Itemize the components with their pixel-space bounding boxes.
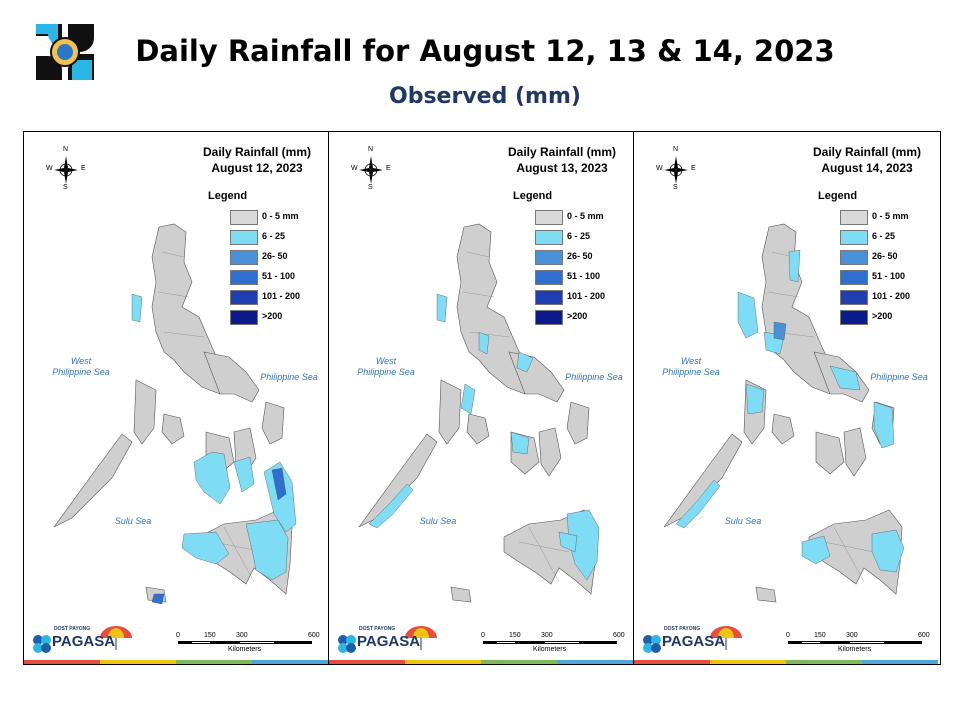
- compass-s: S: [368, 184, 373, 191]
- north-arrow-compass: N S W E: [656, 146, 696, 191]
- sulu-sea-label: Sulu Sea: [419, 516, 457, 526]
- philippine-sea-label: Philippine Sea: [870, 372, 928, 382]
- philippine-sea-label: Philippine Sea: [565, 372, 623, 382]
- compass-s: S: [63, 184, 68, 191]
- page-subtitle: Observed (mm): [389, 84, 581, 109]
- bottom-color-bar: [634, 660, 938, 664]
- north-arrow-compass: N S W E: [351, 146, 391, 191]
- pagasa-brand-logo: DOST PAYONG PAGASA: [30, 624, 140, 654]
- scale-bar: 0 150 300 600 Kilometers: [786, 632, 930, 653]
- sulu-sea-label: Sulu Sea: [114, 516, 152, 526]
- sulu-sea-label: Sulu Sea: [724, 516, 762, 526]
- panel-title: Daily Rainfall (mm) August 14, 2023: [802, 144, 932, 176]
- legend-heading: Legend: [513, 190, 553, 202]
- map-panel-august-13: N S W E Daily Rainfall (mm) August 13, 2…: [329, 132, 634, 664]
- west-philippine-sea-label: West Philippine Sea: [662, 356, 720, 377]
- compass-e: E: [386, 165, 391, 172]
- compass-w: W: [351, 165, 358, 172]
- panel-title: Daily Rainfall (mm) August 13, 2023: [497, 144, 627, 176]
- rainfall-areas: [368, 293, 600, 581]
- page-title: Daily Rainfall for August 12, 13 & 14, 2…: [135, 34, 835, 68]
- north-arrow-compass: N S W E: [46, 146, 86, 191]
- legend-heading: Legend: [208, 190, 248, 202]
- heavy-rainfall-areas: [151, 467, 287, 605]
- maps-container: N S W E Daily Rainfall (mm) August 12, 2…: [23, 131, 941, 665]
- legend-heading: Legend: [818, 190, 858, 202]
- compass-e: E: [81, 165, 86, 172]
- panel-date: August 13, 2023: [516, 161, 608, 175]
- pagasa-seal-logo: [32, 20, 98, 84]
- pagasa-brand-text: PAGASA: [662, 633, 726, 650]
- map-panel-august-14: N S W E Daily Rainfall (mm) August 14, 2…: [634, 132, 938, 664]
- scale-bar: 0 150 300 600 Kilometers: [176, 632, 320, 653]
- west-philippine-sea-label: West Philippine Sea: [357, 356, 415, 377]
- pagasa-small-text: DOST PAYONG: [54, 626, 91, 632]
- philippines-map: [663, 223, 905, 603]
- philippine-sea-label: Philippine Sea: [260, 372, 318, 382]
- compass-e: E: [691, 165, 696, 172]
- bottom-color-bar: [24, 660, 328, 664]
- map-panel-august-12: N S W E Daily Rainfall (mm) August 12, 2…: [24, 132, 329, 664]
- pagasa-brand-logo: DOST PAYONG PAGASA: [335, 624, 445, 654]
- compass-s: S: [673, 184, 678, 191]
- panel-date: August 14, 2023: [821, 161, 913, 175]
- bottom-color-bar: [329, 660, 633, 664]
- compass-n: N: [673, 146, 679, 153]
- panel-title-line1: Daily Rainfall (mm): [812, 145, 922, 159]
- pagasa-brand-text: PAGASA: [52, 633, 116, 650]
- pagasa-small-text: DOST PAYONG: [664, 626, 701, 632]
- compass-n: N: [63, 146, 69, 153]
- heavy-rainfall-areas: [773, 321, 787, 341]
- panel-title-line1: Daily Rainfall (mm): [507, 145, 617, 159]
- panel-title-line1: Daily Rainfall (mm): [202, 145, 312, 159]
- scale-bar: 0 150 300 600 Kilometers: [481, 632, 625, 653]
- pagasa-brand-logo: DOST PAYONG PAGASA: [640, 624, 750, 654]
- pagasa-small-text: DOST PAYONG: [359, 626, 396, 632]
- pagasa-brand-text: PAGASA: [357, 633, 421, 650]
- philippines-map: [358, 223, 600, 603]
- compass-n: N: [368, 146, 374, 153]
- compass-w: W: [46, 165, 53, 172]
- compass-w: W: [656, 165, 663, 172]
- panel-date: August 12, 2023: [211, 161, 303, 175]
- west-philippine-sea-label: West Philippine Sea: [52, 356, 110, 377]
- panel-title: Daily Rainfall (mm) August 12, 2023: [192, 144, 322, 176]
- rainfall-areas: [675, 249, 905, 573]
- philippines-map: [53, 223, 297, 605]
